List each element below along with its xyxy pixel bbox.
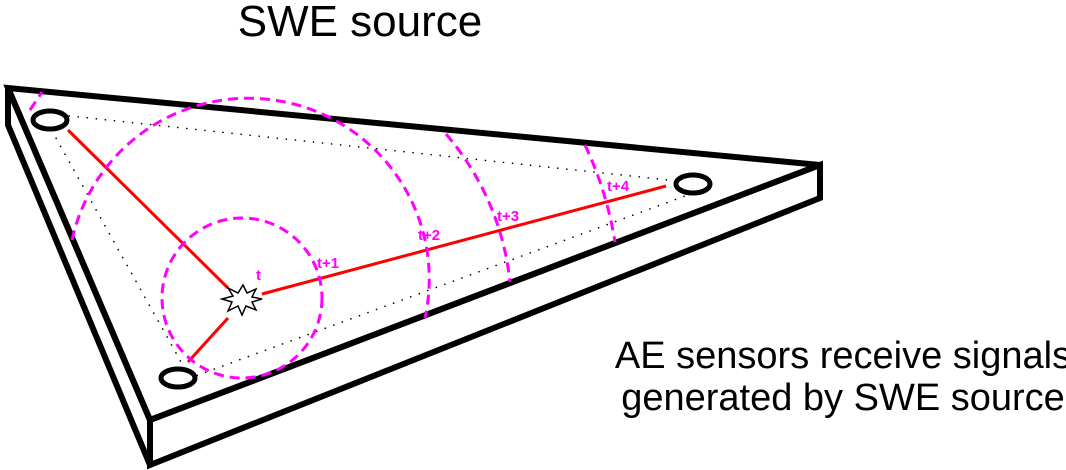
wavefront-t3 [28, 91, 512, 283]
signal-path-bottom [186, 316, 230, 364]
signal-paths [66, 128, 667, 364]
sensor-bottom [158, 366, 198, 390]
wave-label-t4: t+4 [607, 178, 630, 195]
sensor-right [673, 172, 713, 196]
caption-line-2: generated by SWE source [621, 377, 1065, 419]
plate-right-side [147, 160, 823, 470]
sensors [30, 108, 713, 390]
wavefronts [28, 91, 617, 380]
wavefront-t4 [583, 144, 617, 243]
wave-label-t: t [256, 267, 261, 284]
sensor-top-left [30, 108, 70, 132]
wavefront-t1 [160, 216, 324, 380]
wave-label-t3: t+3 [497, 208, 519, 225]
caption-line-1: AE sensors receive signals [615, 335, 1066, 377]
triangular-plate [3, 84, 823, 470]
wave-label-t1: t+1 [317, 255, 339, 272]
signal-path-top-left [66, 128, 230, 290]
wavefront-t2 [70, 96, 431, 319]
wave-label-t2: t+2 [418, 227, 440, 244]
starburst-icon [219, 283, 263, 317]
diagram-title: SWE source [238, 0, 483, 46]
signal-path-right [261, 184, 667, 296]
wave-labels: t t+1 t+2 t+3 t+4 [256, 178, 630, 284]
